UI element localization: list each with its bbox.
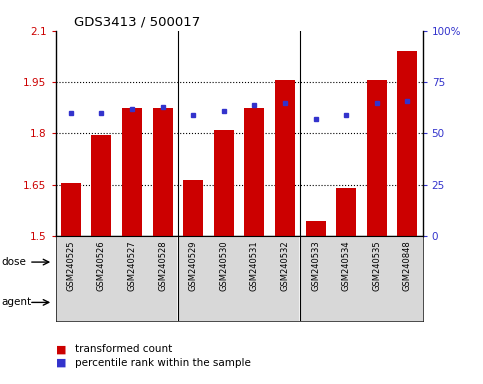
Bar: [244, 108, 264, 236]
Text: 0 um/L: 0 um/L: [99, 257, 135, 266]
Text: ■: ■: [56, 358, 70, 368]
Bar: [178, 286, 423, 319]
Bar: [56, 246, 178, 278]
Text: GSM240529: GSM240529: [189, 240, 198, 291]
Text: ■: ■: [56, 344, 70, 354]
Bar: [275, 80, 295, 236]
Text: GSM240530: GSM240530: [219, 240, 228, 291]
Bar: [398, 51, 417, 236]
Text: percentile rank within the sample: percentile rank within the sample: [75, 358, 251, 368]
Bar: [56, 286, 178, 319]
Text: GSM240533: GSM240533: [311, 240, 320, 291]
Bar: [122, 108, 142, 236]
Text: transformed count: transformed count: [75, 344, 172, 354]
Bar: [61, 183, 81, 236]
Text: agent: agent: [1, 297, 31, 308]
Bar: [306, 221, 326, 236]
Bar: [300, 246, 423, 278]
Text: control: control: [99, 297, 135, 307]
Text: GSM240532: GSM240532: [281, 240, 289, 291]
Text: GSM240534: GSM240534: [341, 240, 351, 291]
Text: GDS3413 / 500017: GDS3413 / 500017: [74, 15, 200, 28]
Bar: [183, 180, 203, 236]
Text: GSM240526: GSM240526: [97, 240, 106, 291]
Text: GSM240528: GSM240528: [158, 240, 167, 291]
Text: 100 um/L: 100 um/L: [337, 257, 386, 266]
Text: GSM240527: GSM240527: [128, 240, 137, 291]
Bar: [336, 188, 356, 236]
Text: GSM240531: GSM240531: [250, 240, 259, 291]
Text: GSM240525: GSM240525: [66, 240, 75, 291]
Text: GSM240848: GSM240848: [403, 240, 412, 291]
Bar: [153, 108, 172, 236]
Bar: [178, 246, 300, 278]
Text: dose: dose: [1, 257, 27, 267]
Bar: [367, 80, 387, 236]
Bar: [214, 130, 234, 236]
Text: GSM240535: GSM240535: [372, 240, 381, 291]
Bar: [91, 135, 112, 236]
Text: 10 um/L: 10 um/L: [218, 257, 260, 266]
Text: homocysteine: homocysteine: [264, 297, 337, 307]
